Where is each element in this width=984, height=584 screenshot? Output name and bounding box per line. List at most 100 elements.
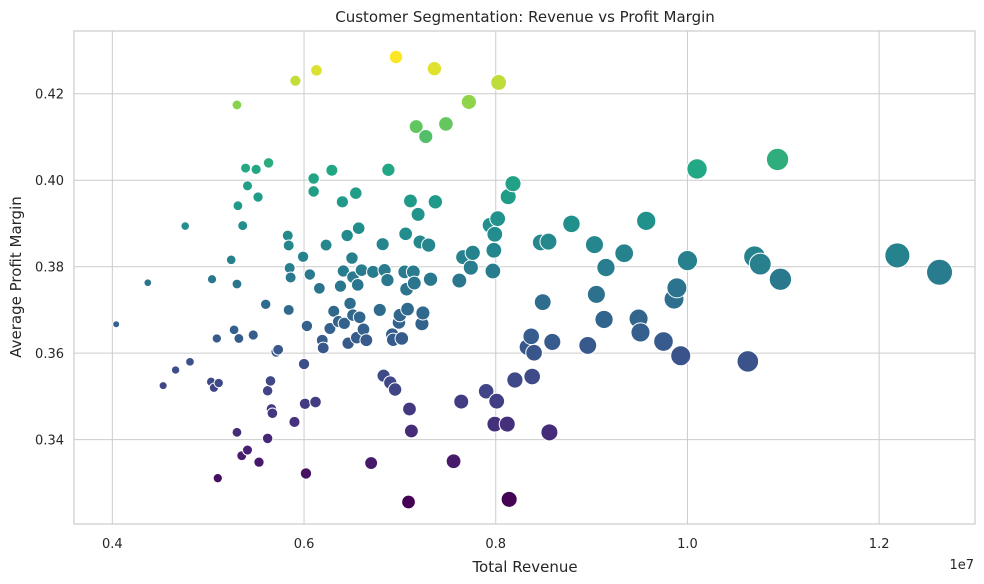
data-point [250, 163, 262, 175]
data-point [533, 293, 552, 312]
data-point [394, 331, 410, 346]
data-point [213, 377, 224, 389]
data-point [233, 333, 245, 344]
data-point [539, 232, 558, 251]
data-point [884, 242, 911, 269]
data-point [231, 426, 243, 438]
data-point [345, 251, 359, 265]
data-point [316, 341, 330, 355]
data-point [506, 371, 524, 389]
y-tick-label: 0.38 [35, 261, 64, 276]
data-point [225, 254, 237, 266]
data-point [427, 194, 444, 210]
data-point [381, 162, 396, 177]
data-point [354, 263, 369, 277]
data-point [490, 74, 508, 91]
data-point [264, 375, 277, 387]
data-point [460, 93, 477, 110]
data-point [504, 175, 522, 193]
data-point [325, 163, 339, 177]
data-point [180, 221, 190, 231]
data-point [653, 331, 674, 352]
data-point [500, 490, 518, 508]
data-point [398, 226, 413, 242]
data-point [266, 407, 279, 420]
y-axis-ticks: 0.34 0.36 0.38 0.40 0.42 [35, 88, 64, 449]
data-point [586, 284, 606, 304]
data-point [418, 128, 434, 145]
data-point [241, 444, 254, 456]
x-tick-label: 0.6 [294, 537, 315, 552]
data-point [313, 281, 326, 295]
data-point [231, 278, 243, 290]
data-point [375, 237, 390, 252]
y-tick-label: 0.40 [35, 174, 64, 189]
data-point [484, 262, 502, 280]
data-point [281, 229, 294, 242]
data-point [422, 271, 439, 287]
data-point [337, 316, 351, 330]
data-point [247, 329, 259, 341]
data-point [406, 275, 422, 291]
data-point [410, 206, 426, 222]
data-point [349, 186, 363, 200]
data-point [578, 335, 598, 355]
data-point [462, 259, 479, 276]
data-point [488, 392, 506, 410]
plot-frame [73, 30, 976, 525]
data-point [319, 238, 333, 252]
data-point [426, 60, 443, 77]
data-point [261, 385, 274, 397]
data-point [387, 382, 403, 397]
data-point [323, 322, 337, 335]
data-point [486, 225, 504, 243]
data-point [489, 210, 507, 228]
data-point [408, 119, 424, 135]
data-point [768, 267, 793, 291]
data-point [335, 195, 349, 209]
data-point [403, 423, 419, 439]
data-point [596, 257, 616, 278]
data-point [765, 147, 790, 172]
data-point [298, 397, 312, 410]
x-axis-label: Total Revenue [471, 558, 577, 576]
data-point [143, 278, 153, 288]
data-point [232, 200, 244, 212]
data-point [736, 350, 760, 373]
data-point [310, 64, 323, 77]
data-point [299, 467, 313, 480]
data-point [289, 74, 302, 87]
x-tick-label: 0.4 [102, 537, 123, 552]
data-point [231, 99, 243, 111]
data-point [241, 180, 254, 192]
data-point [252, 191, 264, 203]
data-point [359, 333, 374, 348]
data-point [670, 345, 692, 367]
data-point [636, 210, 657, 231]
data-point [525, 343, 543, 362]
data-point [686, 158, 708, 180]
x-tick-label: 0.8 [485, 537, 506, 552]
data-point [212, 472, 223, 484]
data-point [288, 415, 301, 429]
data-point [282, 239, 295, 252]
data-point [309, 395, 322, 409]
data-point [438, 116, 454, 132]
y-tick-label: 0.34 [35, 434, 64, 449]
data-point [748, 252, 772, 276]
data-point [228, 324, 240, 336]
data-point [300, 319, 314, 333]
data-points [112, 49, 954, 510]
y-tick-label: 0.42 [35, 88, 64, 103]
data-point [272, 343, 285, 356]
y-tick-label: 0.36 [35, 347, 64, 362]
data-point [253, 456, 265, 468]
data-point [158, 381, 168, 391]
data-point [185, 356, 195, 367]
data-point [307, 172, 320, 185]
data-point [297, 357, 311, 371]
data-point [262, 157, 275, 169]
data-point [543, 332, 562, 351]
